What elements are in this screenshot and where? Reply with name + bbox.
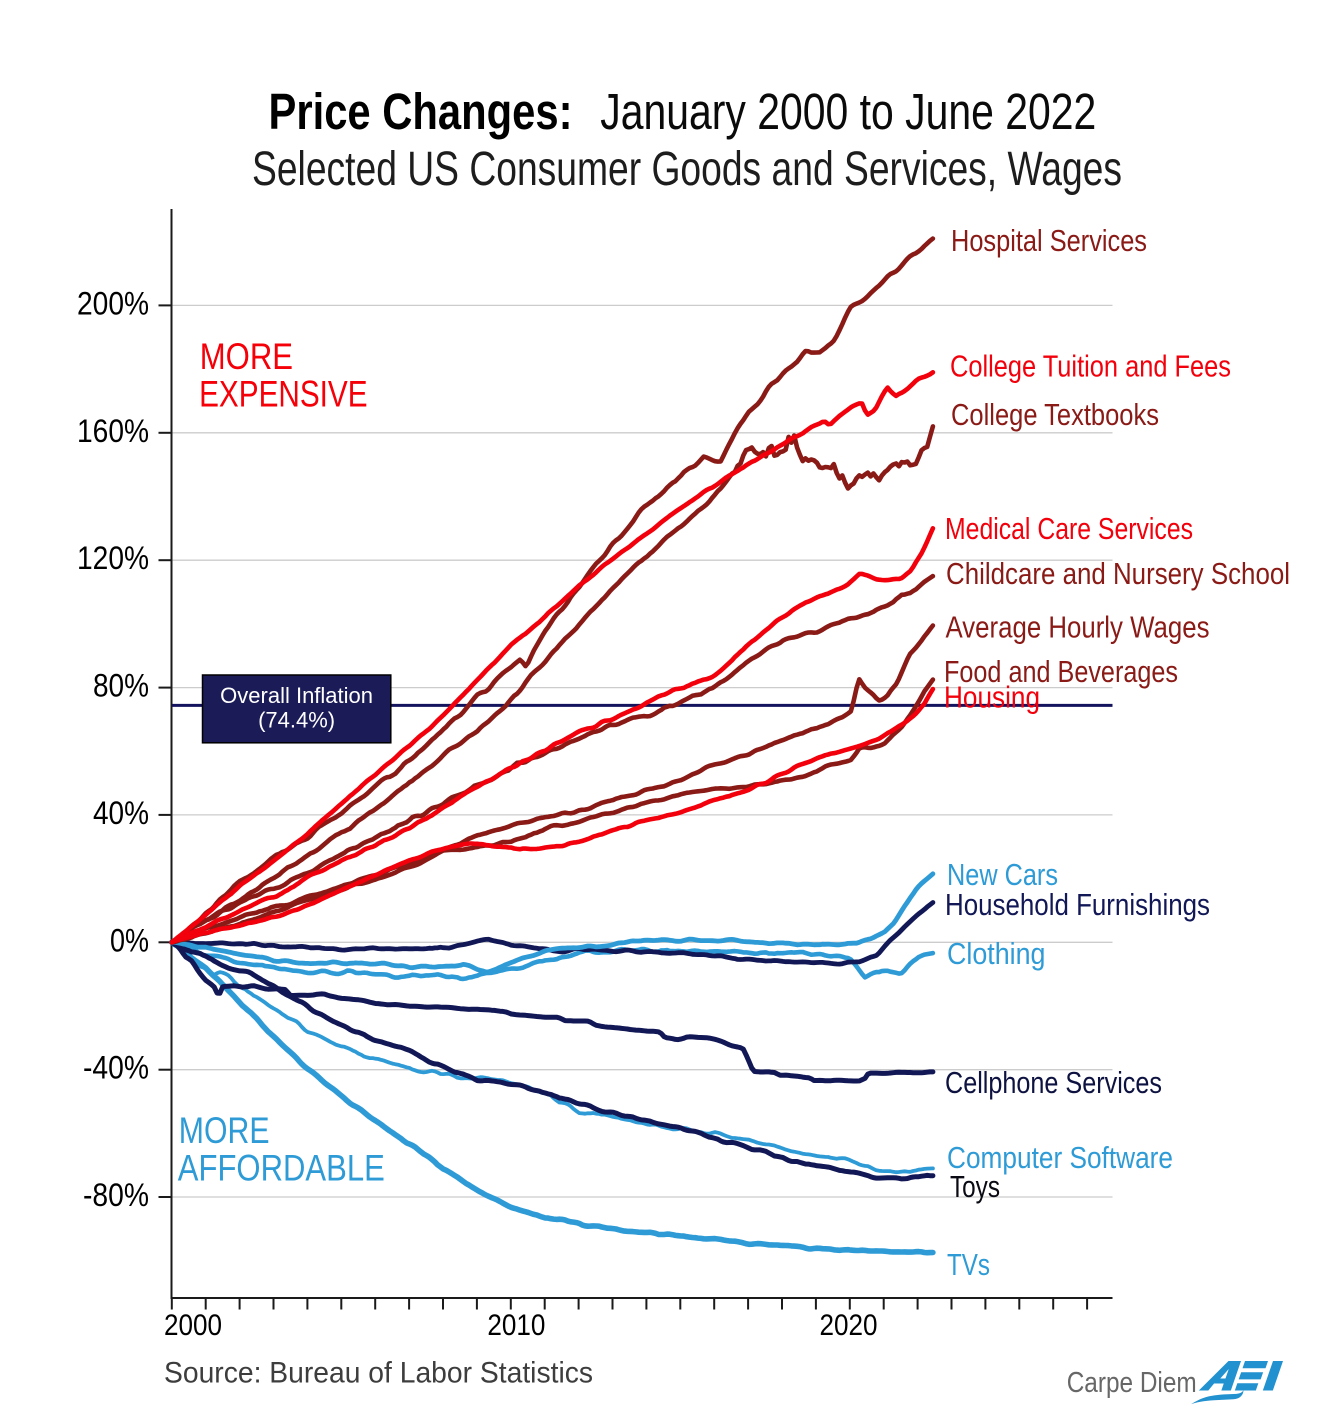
svg-text:MORE: MORE [200,336,293,377]
svg-text:Household Furnishings: Household Furnishings [945,887,1210,922]
svg-text:MORE: MORE [179,1110,270,1151]
svg-text:Computer Software: Computer Software [947,1140,1173,1175]
svg-text:Price Changes:: Price Changes: [269,83,573,140]
svg-text:0%: 0% [110,922,149,958]
svg-text:TVs: TVs [947,1247,990,1282]
svg-text:Carpe Diem: Carpe Diem [1067,1367,1197,1399]
svg-text:Clothing: Clothing [947,936,1046,971]
svg-text:Overall Inflation: Overall Inflation [220,683,373,708]
svg-text:New Cars: New Cars [947,857,1058,892]
svg-text:-80%: -80% [83,1177,149,1213]
svg-text:January 2000 to June 2022: January 2000 to June 2022 [600,83,1096,140]
svg-text:200%: 200% [77,285,149,321]
svg-text:2000: 2000 [164,1309,222,1342]
svg-text:College Tuition and Fees: College Tuition and Fees [950,349,1231,384]
svg-text:2020: 2020 [820,1309,878,1342]
svg-text:Source: Bureau of Labor Statis: Source: Bureau of Labor Statistics [164,1357,593,1390]
svg-text:Hospital Services: Hospital Services [951,223,1147,258]
svg-text:160%: 160% [77,413,149,449]
svg-text:120%: 120% [77,540,149,576]
svg-text:Housing: Housing [944,680,1040,715]
svg-text:(74.4%): (74.4%) [258,708,335,733]
svg-text:40%: 40% [93,795,149,831]
svg-text:-40%: -40% [83,1050,149,1086]
svg-text:80%: 80% [93,668,149,704]
svg-text:Food and Beverages: Food and Beverages [944,654,1178,689]
svg-text:Medical Care Services: Medical Care Services [945,511,1193,546]
svg-text:Toys: Toys [950,1169,1000,1204]
svg-text:2010: 2010 [487,1309,545,1342]
svg-text:AFFORDABLE: AFFORDABLE [178,1147,385,1188]
svg-text:EXPENSIVE: EXPENSIVE [199,374,368,415]
svg-text:College Textbooks: College Textbooks [951,397,1159,432]
svg-text:Cellphone Services: Cellphone Services [945,1065,1162,1100]
svg-text:Childcare and Nursery School: Childcare and Nursery School [946,556,1290,591]
svg-text:Selected US Consumer Goods and: Selected US Consumer Goods and Services,… [252,143,1122,196]
svg-text:Average Hourly Wages: Average Hourly Wages [946,609,1210,644]
